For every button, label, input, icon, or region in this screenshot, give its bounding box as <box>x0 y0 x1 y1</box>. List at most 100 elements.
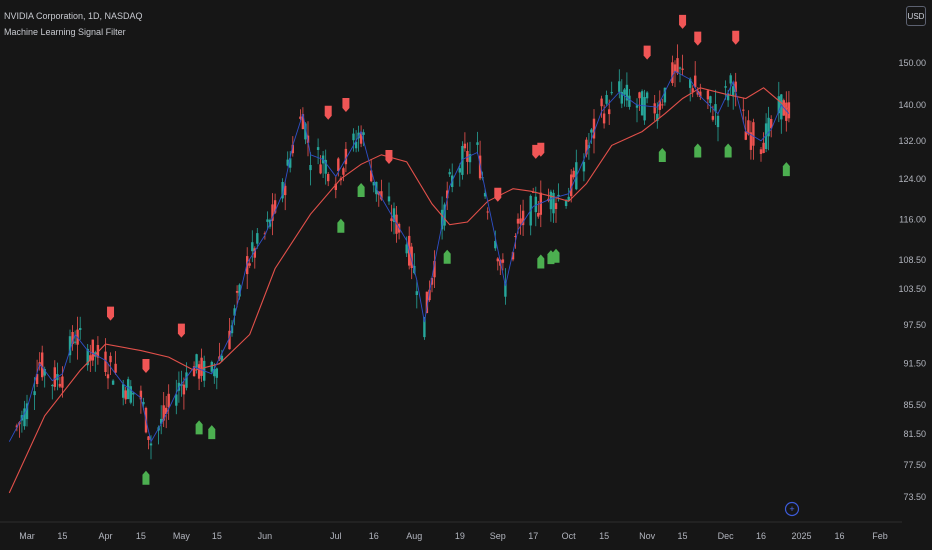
sell-signal-marker <box>385 150 393 165</box>
candle-body <box>671 62 674 84</box>
x-tick-label: Jul <box>330 531 342 541</box>
candle-body <box>501 259 505 263</box>
candle-body <box>299 116 302 119</box>
y-tick-label: 140.00 <box>898 100 926 110</box>
y-tick-label: 73.50 <box>903 492 926 502</box>
candle-body <box>602 113 606 124</box>
candle-body <box>410 246 413 268</box>
candle-body <box>638 92 641 99</box>
candle-body <box>200 357 203 376</box>
candle-body <box>175 394 178 406</box>
candle-body <box>251 242 254 252</box>
candle-body <box>463 143 467 149</box>
candle-body <box>109 355 112 363</box>
y-tick-label: 103.50 <box>898 284 926 294</box>
candle-body <box>122 384 125 398</box>
candle-body <box>372 181 375 186</box>
candle-body <box>271 204 274 221</box>
candle-body <box>643 97 646 121</box>
x-tick-label: 16 <box>756 531 766 541</box>
x-tick-label: Jun <box>258 531 273 541</box>
candle-body <box>111 380 115 385</box>
candle-body <box>486 211 489 213</box>
candle-body <box>483 193 487 197</box>
candle-body <box>592 118 596 139</box>
realtime-ring-icon[interactable] <box>784 501 800 517</box>
candle-body <box>79 328 82 330</box>
candle-body <box>342 168 345 175</box>
candle-body <box>724 86 727 88</box>
candle-body <box>714 104 717 112</box>
candle-body <box>511 252 515 260</box>
candle-body <box>359 131 363 144</box>
candle-body <box>582 162 586 172</box>
x-tick-label: Apr <box>98 531 112 541</box>
candle-body <box>635 105 639 108</box>
candle-body <box>787 102 791 119</box>
candle-body <box>291 144 294 154</box>
candle-body <box>694 75 697 88</box>
candle-body <box>316 147 320 150</box>
candle-body <box>266 219 269 222</box>
buy-signal-marker <box>724 143 732 158</box>
candle-body <box>35 374 39 384</box>
candle-body <box>319 164 322 174</box>
candle-body <box>91 339 94 361</box>
y-axis: 73.50 77.50 81.50 85.50 91.50 97.50 103.50 108.… <box>898 58 926 502</box>
candle-body <box>618 81 621 92</box>
candle-body <box>656 113 659 122</box>
candle-body <box>192 366 196 377</box>
candle-body <box>25 403 29 420</box>
candle-body <box>625 84 629 101</box>
x-tick-label: May <box>173 531 191 541</box>
candle-body <box>673 64 677 72</box>
candle-body <box>167 393 170 408</box>
sell-signal-marker <box>107 306 115 321</box>
x-tick-label: Dec <box>718 531 735 541</box>
candle-body <box>532 191 535 193</box>
candle-body <box>764 123 768 149</box>
candle-body <box>572 170 575 178</box>
buy-signal-marker <box>443 249 451 264</box>
candle-body <box>213 369 216 377</box>
candle-body <box>440 209 444 230</box>
candle-body <box>289 158 292 168</box>
price-line <box>8 70 790 443</box>
candle-body <box>691 88 694 93</box>
x-tick-label: Aug <box>406 531 422 541</box>
candle-body <box>71 332 74 345</box>
buy-signal-marker <box>208 425 216 440</box>
candle-body <box>73 341 77 343</box>
y-tick-label: 150.00 <box>898 58 926 68</box>
candle-body <box>43 369 46 376</box>
candle-body <box>608 109 611 115</box>
candle-body <box>195 354 198 368</box>
candle-body <box>235 291 239 293</box>
candle-body <box>476 142 479 145</box>
candle-body <box>554 203 558 209</box>
currency-button[interactable]: USD <box>906 6 926 26</box>
buy-signal-marker <box>694 143 702 158</box>
candle-body <box>51 385 54 387</box>
candle-body <box>678 67 682 69</box>
candle-body <box>466 151 469 162</box>
candle-body <box>663 87 667 103</box>
candle-body <box>246 256 249 275</box>
candle-body <box>304 123 307 140</box>
candle-body <box>53 367 56 387</box>
candle-body <box>142 402 145 405</box>
buy-signal-marker <box>195 420 203 435</box>
candle-body <box>699 91 702 97</box>
candle-body <box>689 78 692 88</box>
y-tick-label: 77.50 <box>903 460 926 470</box>
go-to-realtime-button[interactable]: + <box>784 501 800 517</box>
candle-body <box>362 132 365 135</box>
candle-body <box>197 364 201 379</box>
candle-body <box>253 248 256 258</box>
candle-body <box>238 284 241 297</box>
instrument-title: NVIDIA Corporation, 1D, NASDAQ <box>4 11 143 21</box>
candle-body <box>729 75 732 84</box>
buy-signal-marker <box>537 254 545 269</box>
candle-body <box>324 159 327 174</box>
